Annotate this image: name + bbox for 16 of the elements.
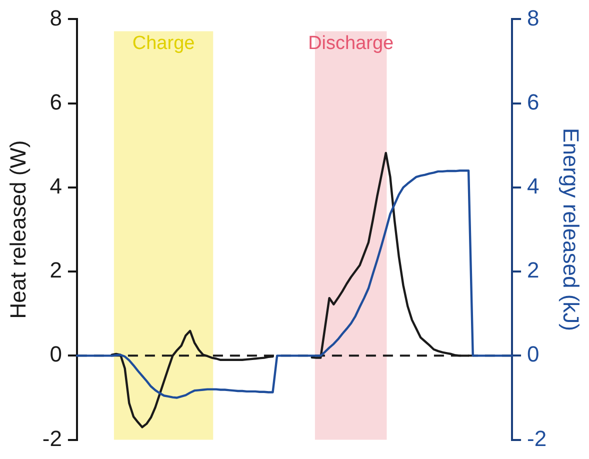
y-tick-label: 2 — [50, 258, 62, 283]
y2-tick-label: 4 — [527, 174, 540, 199]
y2-tick-label: 8 — [527, 5, 540, 30]
y-tick-label: -2 — [42, 426, 62, 451]
y2-tick-label: 0 — [527, 342, 540, 367]
y2-tick-label: 6 — [527, 89, 540, 114]
annotation: Charge — [132, 32, 195, 54]
y-tick-label: 6 — [50, 89, 62, 114]
y-axis-title: Heat released (W) — [5, 140, 30, 319]
y2-tick-label: 2 — [527, 258, 540, 283]
y-tick-label: 4 — [50, 174, 62, 199]
y-tick-label: 0 — [50, 342, 62, 367]
y2-axis-title: Energy released (kJ) — [558, 128, 584, 331]
y-tick-label: 8 — [50, 5, 62, 30]
annotation: Discharge — [308, 32, 394, 54]
y2-tick-label: -2 — [527, 426, 547, 451]
